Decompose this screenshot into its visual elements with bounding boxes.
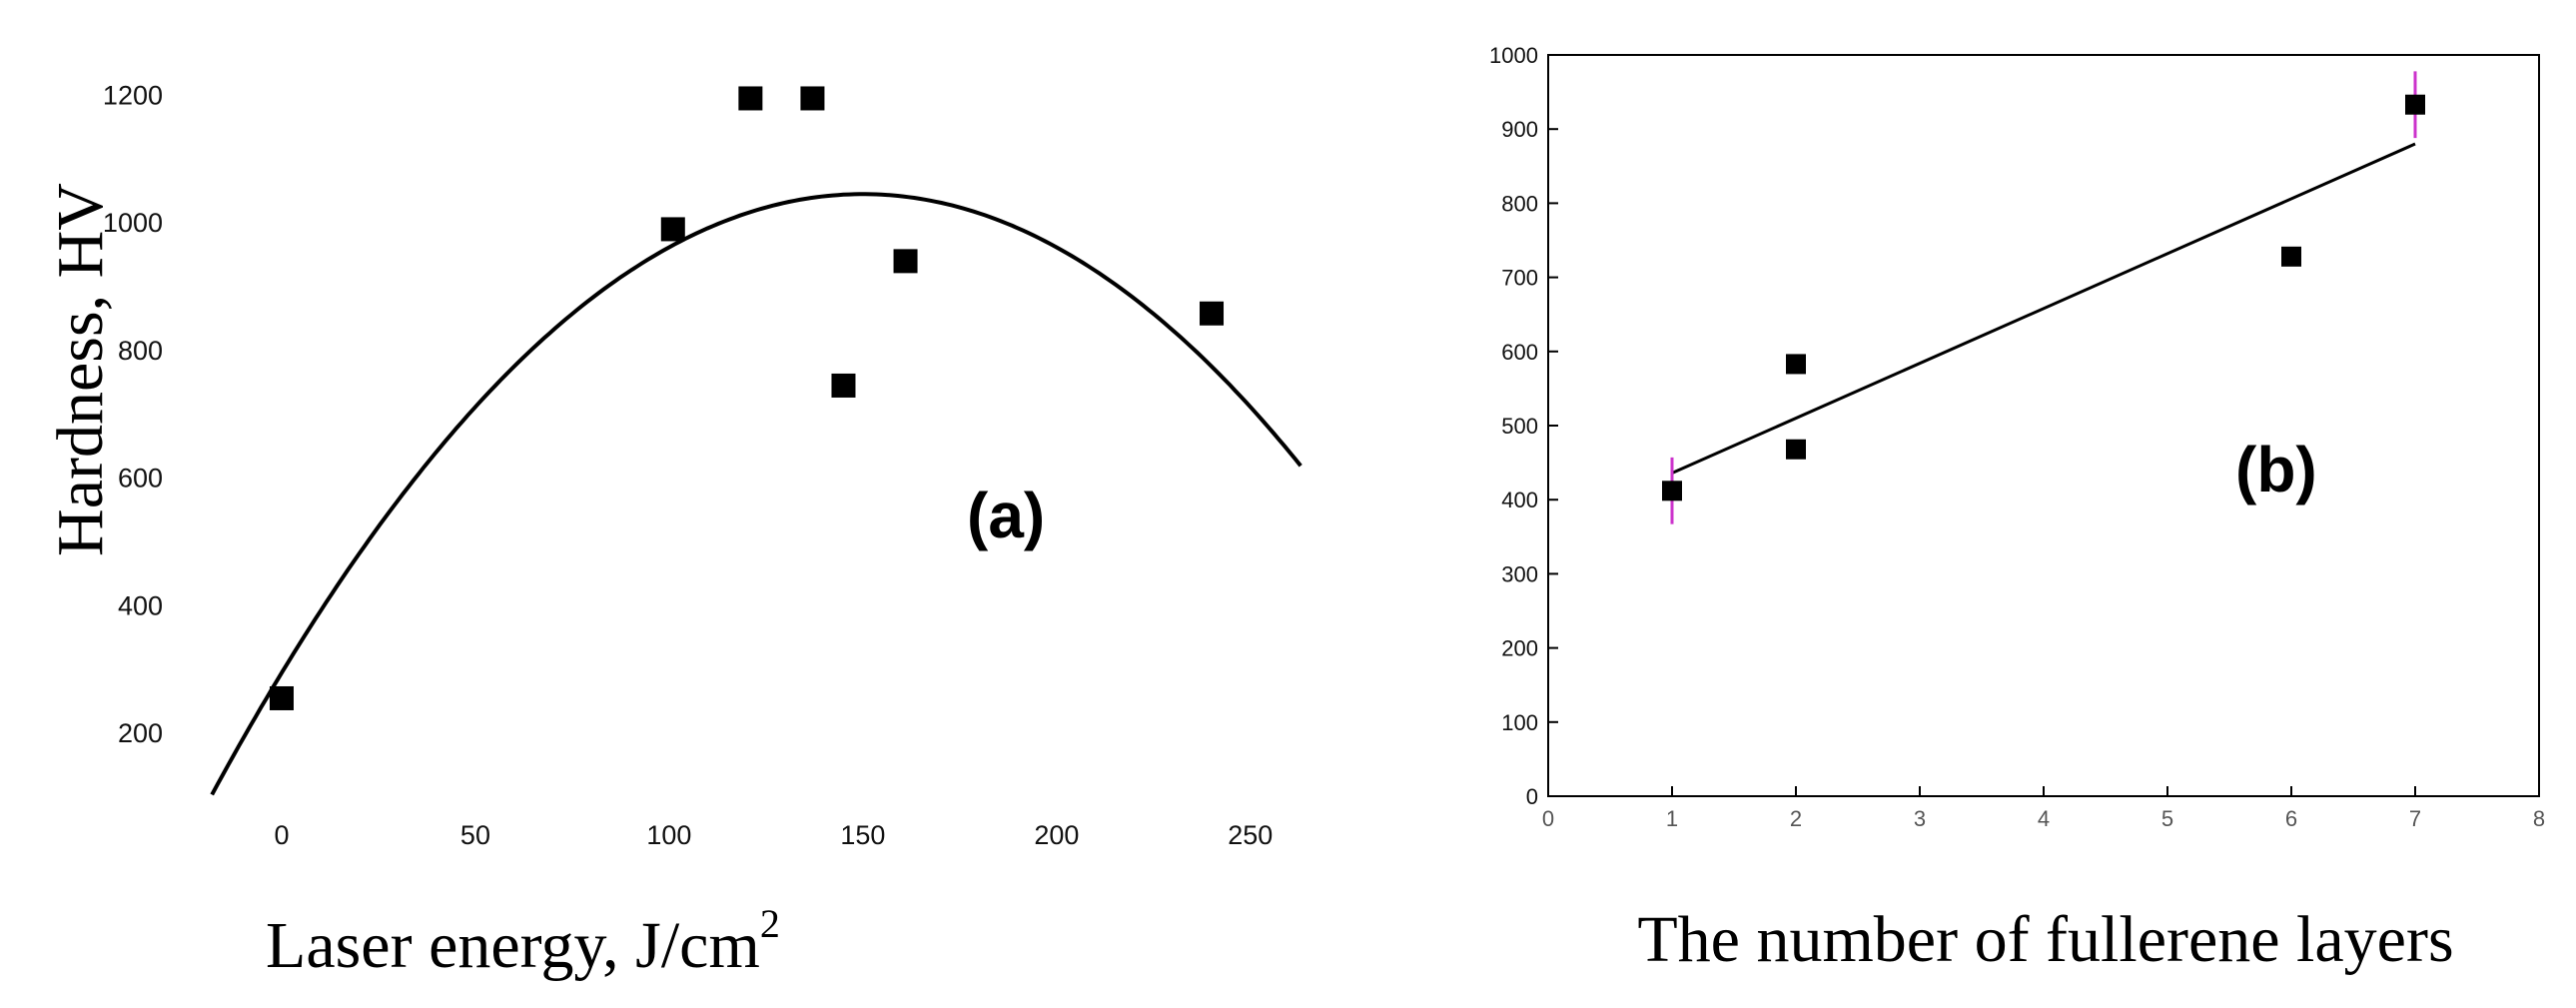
x-tick-label-b: 2 — [1790, 806, 1802, 831]
x-tick-label-b: 6 — [2285, 806, 2297, 831]
x-ticks-b: 0 1 2 3 4 5 6 7 8 — [1542, 786, 2545, 831]
x-tick-label-a: 0 — [274, 820, 289, 850]
fit-curve-a — [210, 192, 1302, 796]
y-tick-label-a: 1200 — [103, 80, 163, 110]
data-point-b — [2405, 94, 2425, 115]
data-points-a — [269, 86, 1225, 710]
data-point-b — [1786, 439, 1806, 460]
data-point-b — [1786, 354, 1806, 375]
data-point-a — [660, 217, 685, 242]
x-tick-label-a: 100 — [646, 820, 691, 850]
x-tick-label-a: 50 — [460, 820, 490, 850]
y-tick-label-a: 600 — [118, 464, 163, 494]
data-point-a — [800, 86, 825, 111]
x-tick-label-a: 200 — [1034, 820, 1079, 850]
x-tick-label-b: 8 — [2533, 806, 2545, 831]
data-point-b — [2281, 246, 2301, 267]
data-point-a — [738, 86, 763, 111]
x-axis-title-a: Laser energy, J/cm2 — [266, 901, 780, 982]
fit-line-b — [1671, 142, 2416, 475]
y-tick-label-a: 800 — [118, 336, 163, 366]
data-point-a — [893, 249, 918, 274]
panel-label-a: (a) — [967, 480, 1045, 551]
data-point-a — [831, 373, 856, 398]
y-tick-label-b: 300 — [1501, 561, 1538, 586]
panel-label-b: (b) — [2235, 434, 2317, 505]
x-tick-label-b: 7 — [2409, 806, 2421, 831]
y-ticks-a: 200 400 600 800 1000 1200 — [103, 80, 163, 748]
chart-panel-a: Hardness, HV 200 400 600 800 1000 1200 0 50 100… — [44, 80, 1302, 982]
y-tick-label-b: 500 — [1501, 414, 1538, 439]
y-tick-label-b: 0 — [1526, 784, 1538, 809]
x-tick-label-b: 5 — [2161, 806, 2173, 831]
x-axis-title-a-text: Laser energy, J/cm — [266, 909, 760, 982]
x-tick-label-a: 250 — [1228, 820, 1273, 850]
y-tick-label-b: 600 — [1501, 340, 1538, 365]
x-tick-label-b: 4 — [2038, 806, 2050, 831]
x-tick-label-b: 3 — [1914, 806, 1926, 831]
y-tick-label-a: 400 — [118, 590, 163, 620]
x-tick-label-a: 150 — [840, 820, 885, 850]
chart-panel-b: 0 100 200 300 400 500 600 700 800 900 1000 0 1 2 3 4 5 6… — [1489, 43, 2545, 976]
y-tick-label-b: 700 — [1501, 266, 1538, 291]
y-tick-label-b: 1000 — [1489, 43, 1538, 68]
data-point-b — [1662, 481, 1682, 502]
y-tick-label-a: 200 — [118, 718, 163, 748]
y-tick-label-b: 900 — [1501, 117, 1538, 142]
x-axis-title-a-superscript: 2 — [760, 901, 780, 946]
plot-frame-b — [1547, 54, 2540, 797]
y-axis-title-a: Hardness, HV — [44, 183, 117, 556]
x-tick-label-b: 0 — [1542, 806, 1554, 831]
y-tick-label-b: 800 — [1501, 191, 1538, 216]
x-axis-title-b: The number of fullerene layers — [1637, 903, 2453, 976]
data-points-b — [1662, 94, 2425, 502]
y-tick-label-a: 1000 — [103, 208, 163, 238]
y-tick-label-b: 100 — [1501, 710, 1538, 735]
y-ticks-b: 0 100 200 300 400 500 600 700 800 900 1000 — [1489, 43, 1558, 809]
x-ticks-a: 0 50 100 150 200 250 — [274, 820, 1273, 850]
y-tick-label-b: 200 — [1501, 636, 1538, 661]
y-tick-label-b: 400 — [1501, 488, 1538, 512]
x-tick-label-b: 1 — [1666, 806, 1678, 831]
data-point-a — [1200, 301, 1225, 326]
data-point-a — [269, 685, 294, 710]
